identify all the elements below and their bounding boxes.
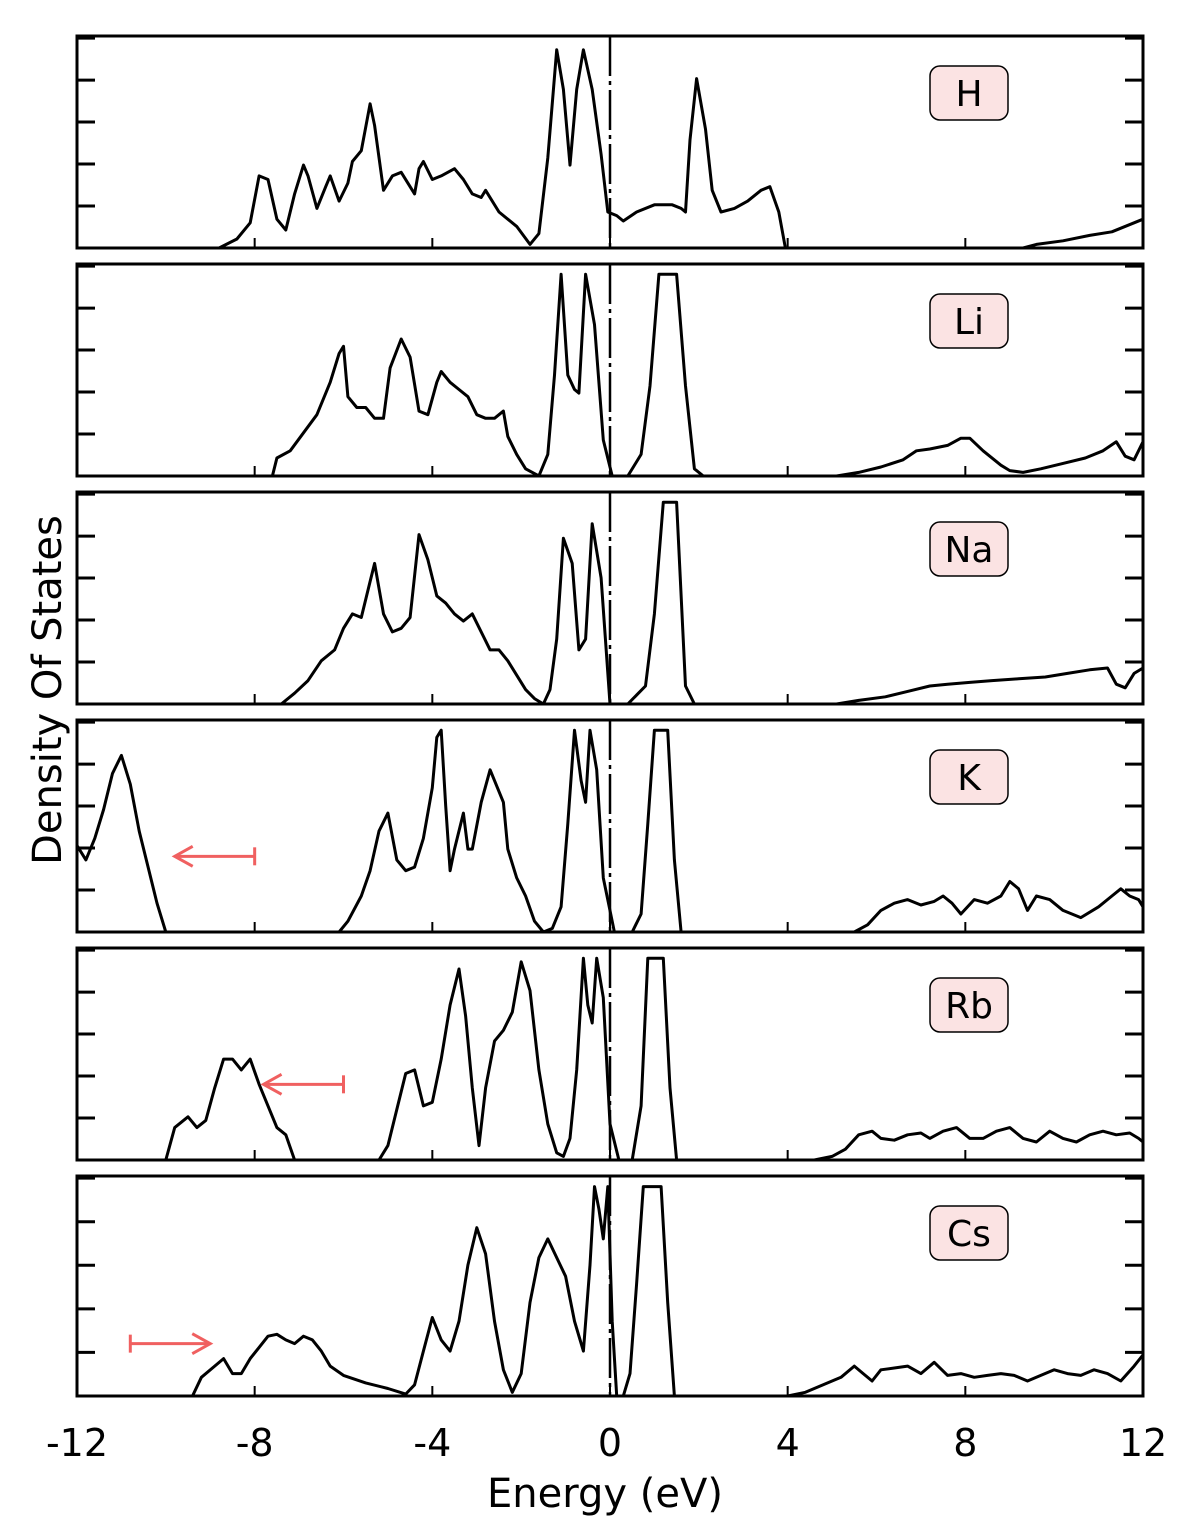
panel-label: Rb [945,986,993,1027]
dos-curve-h [218,48,1143,248]
arrow-annotation-k [171,845,257,868]
x-tick-label: 4 [776,1421,800,1465]
panel-na: Na [75,490,1145,706]
dos-curve-na [280,500,1143,704]
x-tick-label: 0 [598,1421,622,1465]
x-tick-label: -4 [413,1421,451,1465]
panel-cs: Cs [75,1174,1145,1398]
x-tick-label: -8 [236,1421,274,1465]
x-tick-label: 8 [953,1421,977,1465]
panel-label-box [929,65,1009,121]
panel-h: H [75,34,1145,250]
panel-label-box [929,521,1009,577]
arrow-head [191,1332,214,1355]
arrow-annotation-rb [260,1073,345,1096]
x-tick-label: -12 [46,1421,108,1465]
dos-curve-rb [164,956,1143,1160]
panel-label-box [929,977,1009,1033]
arrow-head [260,1073,283,1096]
dos-curve-k [77,728,1143,932]
x-tick-label: 12 [1119,1421,1167,1465]
arrow-head [171,845,194,868]
arrow-annotation-cs [128,1332,214,1355]
panel-label: K [957,758,982,799]
panel-label: Li [954,302,984,343]
y-axis-label: Density Of States [25,515,71,865]
panel-label: H [955,74,982,115]
panel-li: Li [75,262,1145,478]
panel-k: K [75,718,1145,934]
panel-label-box [929,293,1009,349]
panel-label-box [929,1205,1009,1261]
panel-rb: Rb [75,946,1145,1162]
dos-curve-cs [191,1185,1143,1396]
x-axis: -12 -8 -4 0 4 8 12 [46,1421,1167,1465]
dos-curve-li [270,272,1143,476]
panel-label: Na [945,530,994,571]
x-axis-label: Energy (eV) [487,1471,723,1517]
panel-label: Cs [947,1214,991,1255]
panel-label-box [929,749,1009,805]
